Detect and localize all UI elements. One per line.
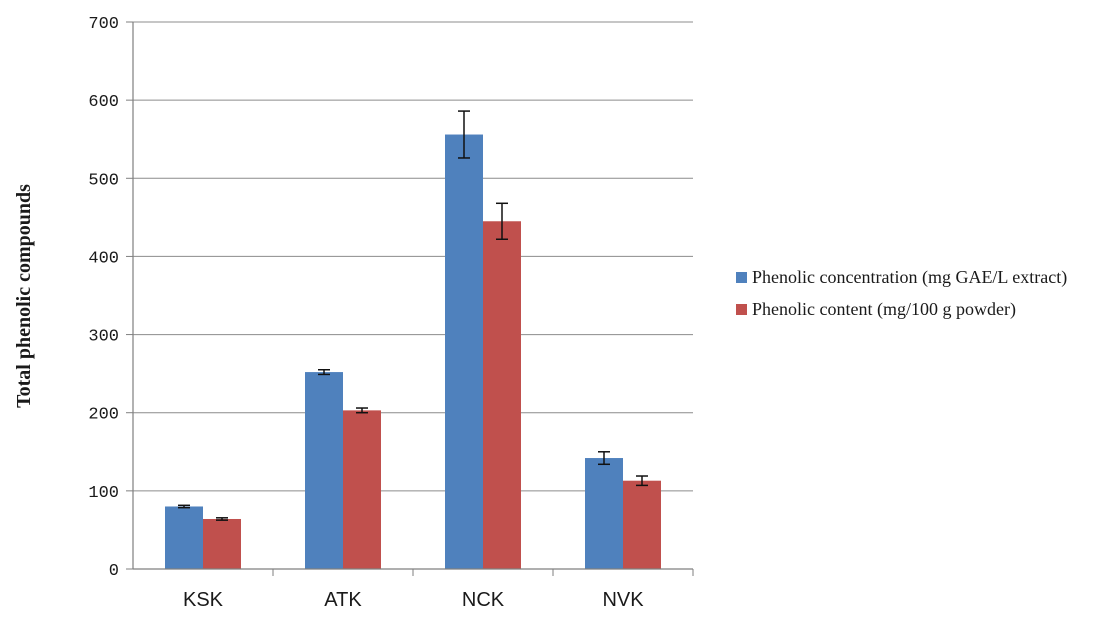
y-tick-label: 0: [109, 562, 119, 581]
x-axis-categories: KSK ATK NCK NVK: [183, 589, 644, 611]
legend-swatch-series-2: [736, 304, 747, 315]
gridlines: [133, 21, 693, 492]
x-category-label: KSK: [183, 589, 224, 611]
legend-item-series-2: Phenolic content (mg/100 g powder): [736, 298, 1098, 320]
y-tick-label: 300: [88, 328, 119, 347]
bar-content: [623, 480, 661, 569]
error-bars: [178, 110, 648, 521]
legend-label-series-2: Phenolic content (mg/100 g powder): [752, 299, 1016, 319]
legend-label-series-1: Phenolic concentration (mg GAE/L extract…: [752, 267, 1068, 287]
bar-concentration: [165, 506, 203, 569]
y-axis-ticks: 0 100 200 300 400 500 600 700: [88, 15, 133, 581]
y-tick-label: 500: [88, 171, 119, 190]
legend: Phenolic concentration (mg GAE/L extract…: [736, 266, 1098, 330]
y-tick-label: 200: [88, 406, 119, 425]
bar-content: [343, 410, 381, 569]
y-tick-label: 100: [88, 484, 119, 503]
x-category-label: NVK: [602, 589, 644, 611]
bar-concentration: [585, 458, 623, 569]
bar-content: [203, 518, 241, 569]
bar-concentration: [305, 372, 343, 569]
y-tick-label: 600: [88, 93, 119, 112]
axes: [132, 22, 694, 576]
bars: [165, 134, 661, 570]
x-category-label: ATK: [324, 589, 362, 611]
bar-concentration: [445, 134, 483, 570]
bar-content: [483, 221, 521, 569]
y-axis-label: Total phenolic compounds: [13, 184, 35, 408]
y-tick-label: 400: [88, 249, 119, 268]
x-category-label: NCK: [462, 589, 505, 611]
y-tick-label: 700: [88, 15, 119, 34]
legend-item-series-1: Phenolic concentration (mg GAE/L extract…: [736, 266, 1098, 288]
legend-swatch-series-1: [736, 272, 747, 283]
